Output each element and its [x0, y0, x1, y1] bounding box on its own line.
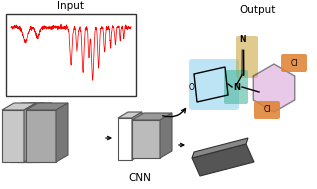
Text: N: N [234, 83, 241, 91]
Polygon shape [132, 120, 160, 158]
Polygon shape [56, 103, 68, 162]
Text: Cl: Cl [290, 59, 298, 67]
Bar [6, 14, 136, 96]
Polygon shape [118, 118, 132, 160]
Polygon shape [118, 112, 142, 118]
Polygon shape [10, 110, 32, 162]
Polygon shape [2, 103, 36, 110]
Polygon shape [40, 103, 52, 162]
Polygon shape [18, 103, 52, 110]
Polygon shape [18, 110, 40, 162]
Polygon shape [2, 110, 24, 162]
Polygon shape [192, 138, 248, 158]
Text: CNN: CNN [129, 173, 152, 183]
Text: Cl: Cl [263, 105, 271, 115]
Text: O: O [189, 84, 195, 92]
FancyBboxPatch shape [236, 36, 258, 78]
FancyBboxPatch shape [254, 101, 280, 119]
Polygon shape [32, 103, 44, 162]
Polygon shape [26, 103, 68, 110]
Polygon shape [10, 103, 44, 110]
Polygon shape [160, 113, 172, 158]
FancyBboxPatch shape [224, 70, 248, 104]
Text: Input: Input [57, 1, 85, 11]
FancyArrowPatch shape [163, 108, 185, 117]
Text: N: N [240, 35, 246, 44]
Polygon shape [26, 110, 56, 162]
Polygon shape [192, 144, 254, 176]
Polygon shape [132, 113, 172, 120]
FancyBboxPatch shape [281, 54, 307, 72]
FancyBboxPatch shape [189, 59, 239, 110]
Text: Output: Output [240, 5, 276, 15]
Polygon shape [253, 64, 295, 112]
Polygon shape [24, 103, 36, 162]
Polygon shape [132, 112, 142, 160]
